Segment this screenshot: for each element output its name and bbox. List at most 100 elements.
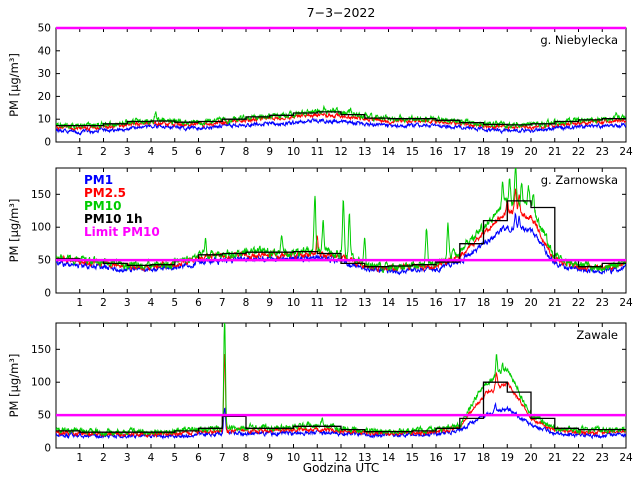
- x-tick-label: 5: [171, 452, 178, 464]
- y-tick-label: 50: [38, 410, 51, 422]
- x-tick-label: 20: [524, 297, 537, 309]
- x-tick-label: 22: [572, 146, 585, 158]
- x-axis-ticks: 1 2 3 4 5 6 7 8 9 10 11 12 13 14 15 16 17 18 19 20 21 22 23 24: [76, 28, 633, 158]
- x-tick-label: 5: [171, 297, 178, 309]
- series-pm10-1h: [56, 111, 626, 127]
- x-tick-label: 2: [100, 297, 107, 309]
- subplots-group: 1 2 3 4 5 6 7 8 9 10 11 12 13 14 15 16 17 18 19 20 21 22 23 240…: [7, 23, 633, 465]
- station-label: g. Niebylecka: [540, 33, 618, 47]
- y-axis-label: PM [µg/m³]: [7, 53, 21, 117]
- y-tick-label: 100: [31, 222, 51, 234]
- x-tick-label: 6: [195, 452, 202, 464]
- y-tick-label: 40: [38, 45, 51, 57]
- y-axis-label: PM [µg/m³]: [7, 354, 21, 418]
- x-tick-label: 13: [358, 297, 371, 309]
- x-tick-label: 9: [266, 452, 273, 464]
- x-tick-label: 13: [358, 452, 371, 464]
- x-tick-label: 8: [243, 146, 250, 158]
- x-tick-label: 9: [266, 146, 273, 158]
- x-tick-label: 10: [287, 146, 300, 158]
- x-tick-label: 15: [406, 297, 419, 309]
- x-tick-label: 8: [243, 452, 250, 464]
- y-tick-label: 100: [31, 377, 51, 389]
- x-tick-label: 17: [453, 452, 466, 464]
- legend-item-pm10: PM10: [84, 199, 121, 213]
- y-tick-label: 150: [31, 189, 51, 201]
- x-tick-label: 15: [406, 146, 419, 158]
- x-tick-label: 10: [287, 297, 300, 309]
- legend-item-pm1: PM1: [84, 173, 113, 187]
- station-label: g. Zarnowska: [541, 173, 618, 187]
- x-tick-label: 17: [453, 297, 466, 309]
- y-axis-ticks: 0 50 100 150: [31, 344, 626, 455]
- subplot-g-zarnowska: 1 2 3 4 5 6 7 8 9 10 11 12 13 14 15 16 17 18 19 20 21 22 23 240…: [7, 167, 633, 309]
- x-tick-label: 14: [382, 146, 396, 158]
- x-tick-label: 1: [76, 297, 83, 309]
- x-tick-label: 14: [382, 452, 396, 464]
- legend-item-pm2-5: PM2.5: [84, 186, 126, 200]
- x-tick-label: 18: [477, 146, 490, 158]
- x-tick-label: 20: [524, 146, 537, 158]
- x-tick-label: 24: [619, 146, 633, 158]
- x-tick-label: 21: [548, 297, 561, 309]
- x-tick-label: 7: [219, 297, 226, 309]
- x-tick-label: 19: [501, 297, 514, 309]
- x-tick-label: 23: [596, 297, 609, 309]
- x-tick-label: 15: [406, 452, 419, 464]
- y-tick-label: 0: [44, 288, 51, 300]
- x-tick-label: 10: [287, 452, 300, 464]
- series-pm1: [56, 117, 626, 136]
- x-axis-label: Godzina UTC: [303, 461, 379, 475]
- legend-item-pm10-1h: PM10 1h: [84, 212, 143, 226]
- x-tick-label: 22: [572, 297, 585, 309]
- x-tick-label: 1: [76, 452, 83, 464]
- x-tick-label: 11: [311, 452, 324, 464]
- legend-item-limit-pm10: Limit PM10: [84, 225, 160, 239]
- x-tick-label: 14: [382, 297, 396, 309]
- x-tick-label: 7: [219, 146, 226, 158]
- y-tick-label: 0: [44, 443, 51, 455]
- x-tick-label: 4: [148, 452, 155, 464]
- series-group: [56, 323, 626, 440]
- x-tick-label: 22: [572, 452, 585, 464]
- x-tick-label: 9: [266, 297, 273, 309]
- y-axis-ticks: 0 10 20 30 40 50: [38, 23, 626, 149]
- x-tick-label: 4: [148, 297, 155, 309]
- y-tick-label: 20: [38, 91, 51, 103]
- y-tick-label: 30: [38, 68, 51, 80]
- x-tick-label: 16: [429, 297, 443, 309]
- y-tick-label: 150: [31, 344, 51, 356]
- x-tick-label: 20: [524, 452, 537, 464]
- x-axis-ticks: 1 2 3 4 5 6 7 8 9 10 11 12 13 14 15 16 17 18 19 20 21 22 23 24: [76, 323, 633, 464]
- x-tick-label: 5: [171, 146, 178, 158]
- x-tick-label: 16: [429, 452, 443, 464]
- x-tick-label: 3: [124, 146, 131, 158]
- x-tick-label: 21: [548, 452, 561, 464]
- y-tick-label: 0: [44, 137, 51, 149]
- x-tick-label: 23: [596, 146, 609, 158]
- x-tick-label: 6: [195, 146, 202, 158]
- x-tick-label: 18: [477, 452, 490, 464]
- x-tick-label: 12: [334, 146, 347, 158]
- x-tick-label: 12: [334, 452, 347, 464]
- series-group: [56, 104, 626, 136]
- y-tick-label: 50: [38, 255, 51, 267]
- subplot-g-niebylecka: 1 2 3 4 5 6 7 8 9 10 11 12 13 14 15 16 17 18 19 20 21 22 23 240…: [7, 23, 633, 159]
- x-tick-label: 18: [477, 297, 490, 309]
- series-pm2-5: [56, 354, 626, 439]
- x-tick-label: 2: [100, 146, 107, 158]
- x-axis-ticks: 1 2 3 4 5 6 7 8 9 10 11 12 13 14 15 16 17 18 19 20 21 22 23 24: [76, 168, 633, 309]
- x-tick-label: 3: [124, 452, 131, 464]
- x-tick-label: 19: [501, 146, 514, 158]
- x-tick-label: 11: [311, 297, 324, 309]
- x-tick-label: 1: [76, 146, 83, 158]
- x-tick-label: 3: [124, 297, 131, 309]
- x-tick-label: 6: [195, 297, 202, 309]
- x-tick-label: 12: [334, 297, 347, 309]
- y-axis-label: PM [µg/m³]: [7, 199, 21, 263]
- x-tick-label: 2: [100, 452, 107, 464]
- x-tick-label: 8: [243, 297, 250, 309]
